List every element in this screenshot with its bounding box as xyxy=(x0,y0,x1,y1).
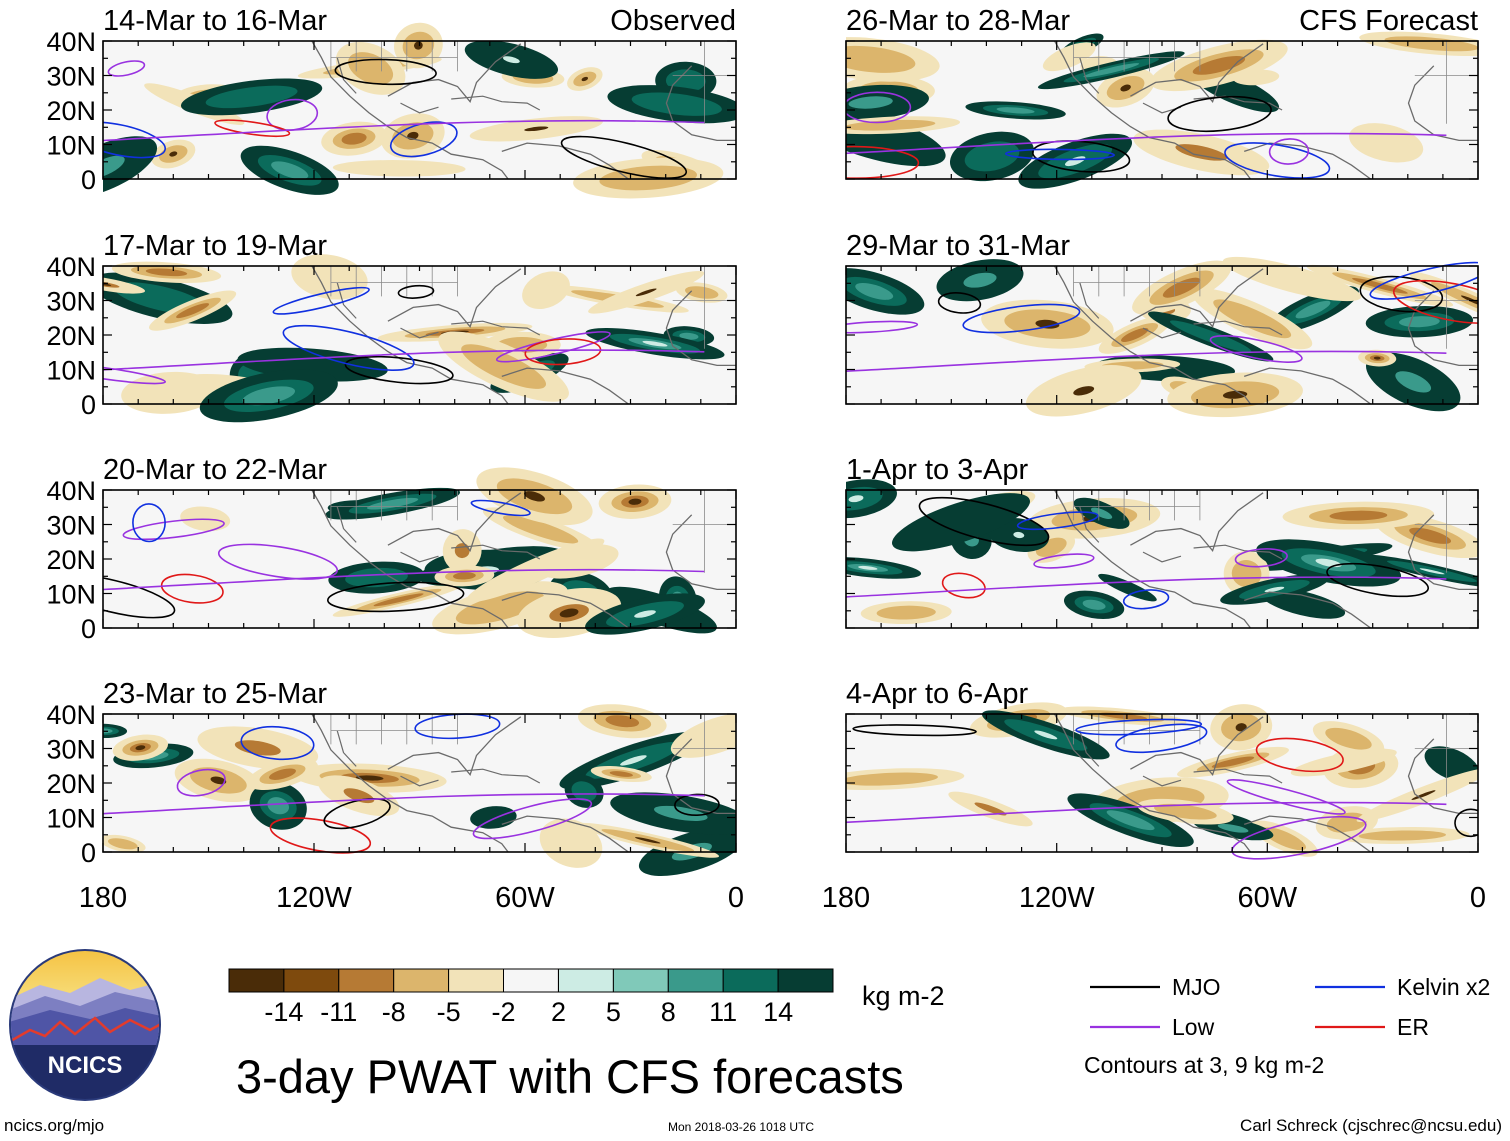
colorbar-label: -2 xyxy=(491,997,515,1027)
lon-label: 180 xyxy=(822,882,870,914)
lat-label: 20N xyxy=(46,96,96,126)
colorbar-swatch xyxy=(393,968,450,993)
legend-label: Low xyxy=(1172,1014,1215,1040)
colorbar-swatch xyxy=(338,968,395,993)
lat-label: 30N xyxy=(46,511,96,541)
footer-url[interactable]: ncics.org/mjo xyxy=(4,1116,104,1135)
colorbar-label: 11 xyxy=(709,997,737,1027)
main-title: 3-day PWAT with CFS forecasts xyxy=(236,1050,904,1103)
legend-label: Kelvin x2 xyxy=(1397,974,1490,1000)
lat-label: 20N xyxy=(46,769,96,799)
colorbar-label: 2 xyxy=(551,997,566,1027)
panel-tag: CFS Forecast xyxy=(1299,5,1478,37)
colorbar-swatch xyxy=(283,968,340,993)
panel-title: 23-Mar to 25-Mar xyxy=(103,678,327,710)
colorbar: -14 -11 -8 -5 -2 2 5 8 11 14 xyxy=(228,968,834,1027)
footer-author: Carl Schreck (cjschrec@ncsu.edu) xyxy=(1240,1116,1502,1135)
logo-text: NCICS xyxy=(48,1052,123,1079)
panel-tag: Observed xyxy=(610,5,736,37)
footer-timestamp: Mon 2018-03-26 1018 UTC xyxy=(668,1120,814,1134)
legend: MJO Kelvin x2 Low ER xyxy=(1090,974,1490,1040)
panel-title: 17-Mar to 19-Mar xyxy=(103,230,327,262)
lat-label: 0 xyxy=(81,838,96,868)
legend-label: MJO xyxy=(1172,974,1221,1000)
colorbar-swatch xyxy=(722,968,779,993)
lat-label: 10N xyxy=(46,804,96,834)
colorbar-label: -11 xyxy=(320,997,357,1027)
panel-title: 26-Mar to 28-Mar xyxy=(846,5,1070,37)
lon-label: 180 xyxy=(79,882,127,914)
panel-title: 20-Mar to 22-Mar xyxy=(103,454,327,486)
colorbar-label: -14 xyxy=(264,997,303,1027)
lat-label: 10N xyxy=(46,580,96,610)
lat-label: 20N xyxy=(46,321,96,351)
lat-label: 20N xyxy=(46,545,96,575)
panel-title: 29-Mar to 31-Mar xyxy=(846,230,1070,262)
panel-title: 14-Mar to 16-Mar xyxy=(103,5,327,37)
colorbar-swatch xyxy=(777,968,834,993)
colorbar-label: -8 xyxy=(382,997,406,1027)
lon-label: 60W xyxy=(1237,882,1297,914)
map-panel: 14-Mar to 16-Mar Observed 40N 30N 20N 10N 0 xyxy=(46,5,737,199)
colorbar-swatch xyxy=(667,968,724,993)
colorbar-swatch xyxy=(503,968,559,993)
ncics-logo: NCICS xyxy=(9,949,161,1101)
colorbar-label: 5 xyxy=(606,997,621,1027)
lat-label: 40N xyxy=(46,252,96,282)
colorbar-label: -5 xyxy=(437,997,461,1027)
lon-label: 0 xyxy=(1470,882,1486,914)
legend-note: Contours at 3, 9 kg m-2 xyxy=(1084,1052,1324,1078)
lon-label: 120W xyxy=(1019,882,1095,914)
lat-label: 10N xyxy=(46,131,96,161)
lat-label: 10N xyxy=(46,356,96,386)
panel-title: 4-Apr to 6-Apr xyxy=(846,678,1028,710)
colorbar-swatch xyxy=(448,968,505,993)
lat-label: 0 xyxy=(81,614,96,644)
lat-label: 30N xyxy=(46,62,96,92)
lat-label: 0 xyxy=(81,390,96,420)
legend-label: ER xyxy=(1397,1014,1429,1040)
map-panel: 1-Apr to 3-Apr40N30N20N10N0 xyxy=(845,454,1479,629)
colorbar-swatch xyxy=(228,968,285,993)
colorbar-swatch xyxy=(558,968,614,993)
colorbar-units: kg m-2 xyxy=(862,981,945,1011)
colorbar-label: 14 xyxy=(763,997,793,1027)
lat-label: 30N xyxy=(46,287,96,317)
lon-label: 60W xyxy=(495,882,555,914)
panel-title: 1-Apr to 3-Apr xyxy=(846,454,1028,486)
colorbar-swatch xyxy=(612,968,669,993)
lat-label: 40N xyxy=(46,700,96,730)
lat-label: 40N xyxy=(46,27,96,57)
lat-label: 0 xyxy=(81,165,96,195)
colorbar-label: 8 xyxy=(661,997,676,1027)
lat-label: 30N xyxy=(46,735,96,765)
lon-label: 0 xyxy=(728,882,744,914)
lon-label: 120W xyxy=(276,882,352,914)
map-panel: 4-Apr to 6-Apr40N30N20N10N0 xyxy=(845,678,1479,860)
lat-label: 40N xyxy=(46,476,96,506)
